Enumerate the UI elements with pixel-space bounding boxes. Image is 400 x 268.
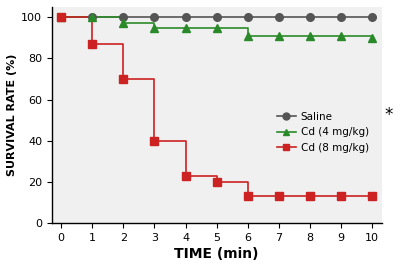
X-axis label: TIME (min): TIME (min) bbox=[174, 247, 259, 261]
Y-axis label: SURVIVAL RATE (%): SURVIVAL RATE (%) bbox=[7, 54, 17, 176]
Text: *: * bbox=[385, 106, 393, 124]
Legend: Saline, Cd (4 mg/kg), Cd (8 mg/kg): Saline, Cd (4 mg/kg), Cd (8 mg/kg) bbox=[273, 108, 373, 157]
